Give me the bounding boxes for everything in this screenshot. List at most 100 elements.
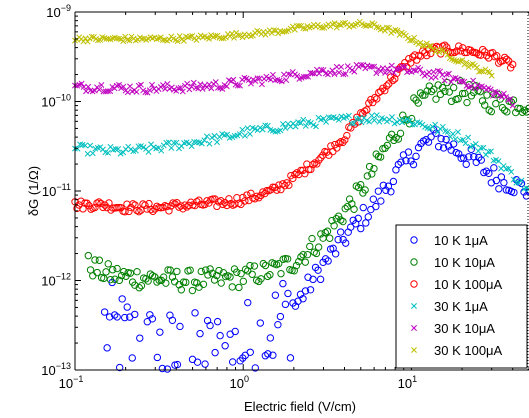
data-point: [91, 256, 99, 264]
data-point: [409, 121, 416, 128]
data-point: [247, 189, 255, 198]
data-point: [223, 83, 230, 90]
data-point: [153, 353, 162, 362]
data-point: [121, 208, 129, 216]
data-point: [95, 198, 103, 206]
data-point: [168, 144, 175, 151]
data-point: [387, 188, 395, 196]
data-point: [444, 51, 451, 58]
data-point: [312, 123, 319, 130]
data-point: [445, 70, 452, 77]
data-point: [383, 82, 391, 90]
data-point: [112, 146, 119, 153]
data-point: [423, 87, 431, 95]
data-point: [465, 134, 472, 141]
data-point: [278, 78, 285, 85]
data-point: [305, 73, 312, 80]
data-point: [96, 86, 103, 93]
data-point: [254, 75, 261, 82]
data-point: [416, 120, 423, 126]
data-point: [147, 205, 155, 214]
data-point: [369, 98, 377, 107]
data-point: [335, 139, 343, 148]
data-point: [331, 71, 338, 78]
legend-marker: [411, 347, 417, 353]
data-point: [411, 34, 418, 41]
data-point: [325, 234, 334, 242]
legend-box: [395, 224, 528, 369]
data-point: [168, 316, 177, 324]
data-point: [283, 77, 290, 84]
data-point: [455, 42, 463, 50]
data-point: [173, 139, 180, 146]
data-point: [226, 273, 234, 281]
data-point: [115, 276, 124, 285]
data-point: [368, 112, 375, 119]
data-point: [439, 123, 446, 130]
data-point: [483, 52, 491, 60]
data-point: [311, 70, 318, 77]
data-point: [227, 199, 235, 208]
data-point: [363, 172, 372, 180]
legend-label: 30 K 100μA: [434, 343, 503, 358]
legend-entry: 10 K 1μA: [410, 233, 488, 248]
data-point: [142, 275, 150, 283]
data-point: [482, 167, 491, 175]
data-point: [210, 276, 219, 284]
data-point: [213, 317, 222, 326]
legend-marker: [410, 236, 418, 244]
data-point: [495, 59, 503, 67]
data-point: [213, 271, 221, 280]
data-point: [84, 251, 93, 260]
data-point: [329, 67, 336, 74]
data-point: [159, 203, 167, 212]
data-point: [291, 170, 299, 179]
data-point: [316, 70, 323, 77]
data-point: [472, 85, 479, 92]
data-point: [350, 205, 358, 213]
data-point: [394, 27, 401, 34]
data-point: [256, 319, 265, 327]
data-point: [100, 308, 109, 316]
y-tick-label: 10−12: [41, 272, 71, 289]
data-point: [436, 49, 443, 56]
data-point: [117, 271, 126, 280]
data-point: [275, 259, 283, 268]
data-point: [470, 77, 477, 84]
data-point: [247, 33, 254, 40]
data-point: [259, 126, 266, 133]
data-point: [402, 157, 410, 165]
data-point: [133, 268, 141, 276]
data-point: [263, 272, 272, 281]
data-point: [80, 83, 87, 90]
data-point: [103, 344, 111, 352]
data-point: [386, 24, 393, 31]
data-point: [417, 39, 424, 46]
data-point: [363, 106, 371, 114]
data-point: [351, 120, 357, 127]
data-point: [136, 334, 144, 342]
data-point: [105, 313, 114, 321]
data-point: [489, 90, 498, 99]
data-point: [128, 354, 136, 362]
data-point: [116, 35, 122, 42]
x-tick-label: 101: [398, 374, 417, 391]
data-point: [266, 271, 274, 279]
data-point: [168, 273, 177, 281]
data-point: [410, 94, 418, 102]
data-point: [341, 136, 349, 144]
data-point: [173, 267, 181, 276]
data-point: [520, 106, 529, 115]
data-point: [457, 154, 465, 162]
data-point: [460, 136, 467, 143]
data-point: [264, 350, 272, 358]
data-point: [459, 57, 466, 64]
data-point: [453, 47, 461, 55]
data-point: [352, 182, 360, 190]
data-point: [285, 71, 292, 78]
data-point: [494, 89, 501, 96]
data-point: [485, 106, 493, 114]
data-point: [487, 86, 494, 93]
data-point: [84, 150, 91, 157]
data-point: [467, 46, 475, 55]
